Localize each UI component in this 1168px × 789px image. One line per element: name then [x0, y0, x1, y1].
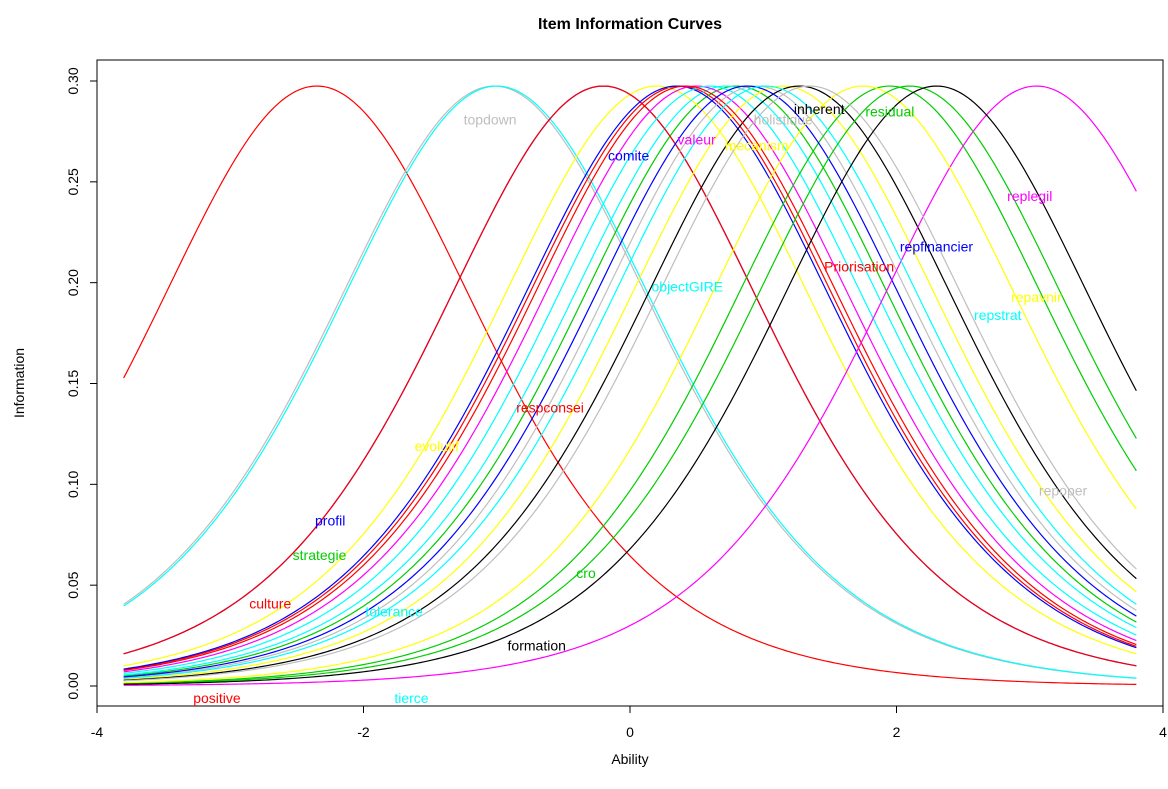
label-comite: comite	[608, 148, 649, 164]
curve-repfinancier	[123, 85, 1137, 678]
label-replegil: replegil	[1007, 188, 1052, 204]
label-inherent: inherent	[794, 101, 845, 117]
label-valeur: valeur	[678, 131, 716, 147]
label-respconsei: respconsei	[516, 400, 584, 416]
labels-layer: positive topdown tierce profil culture strate…	[193, 101, 1087, 706]
x-tick-label: 2	[893, 724, 901, 740]
curve-tierce	[123, 85, 1137, 679]
curve-tolerance	[123, 85, 1137, 676]
curve-respconsei	[123, 85, 1137, 667]
curve-evolutif	[123, 85, 1137, 667]
label-formation: formation	[508, 638, 566, 654]
curve-replegil	[123, 85, 1137, 686]
label-strategie: strategie	[293, 547, 347, 563]
label-priorisation: Priorisation	[824, 259, 894, 275]
x-tick-label: -4	[91, 724, 104, 740]
curve-objectgire	[123, 85, 1137, 674]
x-tick-label: -2	[357, 724, 370, 740]
curve-residual	[123, 85, 1137, 685]
curve-inherent	[123, 85, 1137, 681]
label-cro: cro	[576, 565, 596, 581]
curve-priorisation	[123, 85, 1137, 671]
label-objectgire: objectGIRE	[652, 279, 724, 295]
label-evolutif: evolutif	[415, 438, 459, 454]
y-tick-label: 0.10	[65, 470, 81, 497]
curve-repstrat	[123, 85, 1137, 679]
label-tolerance: tolerance	[365, 603, 423, 619]
label-tierce: tierce	[394, 690, 428, 706]
curve-formation	[123, 85, 1137, 685]
curve-repoper	[123, 85, 1137, 682]
label-profil: profil	[315, 513, 345, 529]
label-positive: positive	[193, 690, 241, 706]
curves-layer	[123, 85, 1137, 686]
x-tick-label: 4	[1159, 724, 1167, 740]
x-tick-label: 0	[626, 724, 634, 740]
curve-culture	[123, 85, 1137, 671]
curve-cro	[123, 85, 1137, 685]
curve-holistique	[123, 85, 1137, 679]
x-axis-title: Ability	[611, 751, 648, 767]
curve-repavnir	[123, 85, 1137, 684]
curve-comite	[123, 85, 1137, 670]
label-repstrat: repstrat	[974, 307, 1022, 323]
label-residual: residual	[865, 103, 914, 119]
y-tick-label: 0.20	[65, 269, 81, 296]
label-topdown: topdown	[464, 111, 517, 127]
y-axis-title: Information	[11, 348, 27, 418]
label-repavnir: repavnir	[1011, 289, 1062, 305]
y-tick-label: 0.25	[65, 168, 81, 195]
chart-title: Item Information Curves	[538, 16, 722, 33]
label-repoper: repoper	[1039, 482, 1088, 498]
y-tick-label: 0.15	[65, 370, 81, 397]
y-tick-label: 0.30	[65, 67, 81, 94]
axes-layer: -4 -2 0 2 4 0.00 0.05 0.10 0.15 0.20 0.25 0.30	[65, 59, 1167, 740]
curve-positive	[123, 85, 1137, 686]
curve-profil	[123, 85, 1137, 667]
curve-topdown	[123, 85, 1137, 679]
curve-mecanism	[123, 85, 1137, 680]
label-holistique: holistique	[754, 111, 813, 127]
y-tick-label: 0.00	[65, 672, 81, 699]
label-repfinancier: repfinancier	[900, 238, 973, 254]
curve-strategie	[123, 85, 1137, 677]
curve-valeur	[123, 85, 1137, 673]
y-tick-label: 0.05	[65, 571, 81, 598]
label-mecanism: mecanism	[725, 138, 789, 154]
label-culture: culture	[249, 595, 291, 611]
